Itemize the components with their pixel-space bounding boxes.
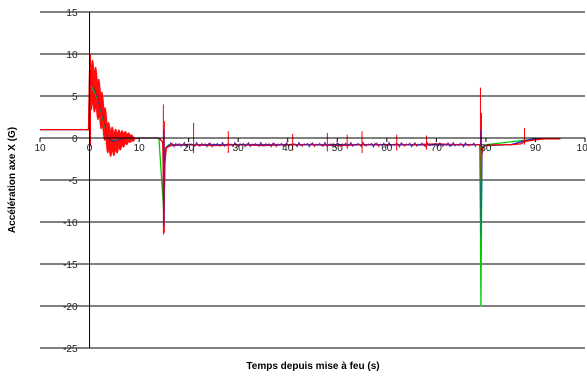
x-tick-label-10: 90 (530, 143, 542, 154)
tick-labels: 100102030405060708090100151050-5-10-15-2… (34, 8, 587, 355)
y-tick-label-5: -10 (63, 218, 78, 229)
x-tick-label-2: 10 (134, 143, 146, 154)
x-tick-label-9: 80 (480, 143, 492, 154)
x-tick-label-11: 100 (577, 143, 587, 154)
y-tick-label-0: 15 (66, 8, 78, 19)
y-tick-label-7: -20 (63, 302, 78, 313)
series-group (40, 54, 561, 307)
x-tick-label-1: 0 (87, 143, 93, 154)
x-axis-title: Temps depuis mise à feu (s) (246, 361, 379, 372)
series-line-0 (40, 70, 561, 215)
y-axis-title: Accélération axe X (G) (7, 127, 18, 233)
x-tick-label-8: 70 (431, 143, 443, 154)
y-tick-label-2: 5 (72, 92, 78, 103)
gridlines (40, 11, 585, 349)
x-tick-label-6: 50 (332, 143, 344, 154)
y-tick-label-6: -15 (63, 260, 78, 271)
x-tick-label-4: 30 (233, 143, 245, 154)
x-tick-label-5: 40 (282, 143, 294, 154)
y-tick-label-8: -25 (63, 344, 78, 355)
y-tick-label-4: -5 (69, 176, 78, 187)
series-jitter-1 (168, 141, 477, 149)
x-tick-label-3: 20 (183, 143, 195, 154)
axes (39, 11, 586, 349)
x-tick-label-7: 60 (381, 143, 393, 154)
y-tick-label-1: 10 (66, 50, 78, 61)
noise-band (90, 60, 135, 157)
x-tick-label-0: 10 (34, 143, 46, 154)
y-tick-label-3: 0 (72, 134, 78, 145)
